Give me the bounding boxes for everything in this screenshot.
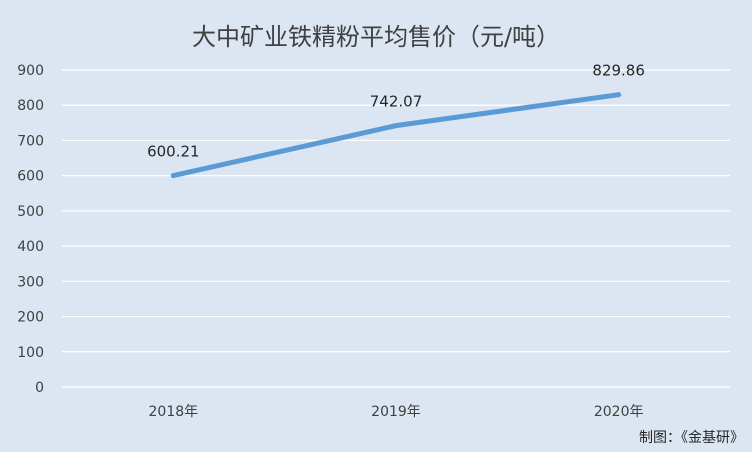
x-axis-categories: 2018年 2019年 2020年 [149,404,644,420]
data-label: 829.86 [592,62,645,80]
series-layer [170,92,622,179]
x-category-label: 2018年 [149,404,199,420]
x-category-label: 2019年 [371,404,421,420]
data-label: 600.21 [147,143,200,161]
data-point [393,123,399,129]
y-tick-label: 600 [17,169,44,185]
chart-title: 大中矿业铁精粉平均售价（元/吨） [192,23,560,51]
y-tick-label: 300 [17,274,44,290]
y-tick-label: 0 [35,380,44,396]
x-category-label: 2020年 [594,404,644,420]
data-point [170,173,176,179]
y-tick-label: 900 [17,63,44,79]
credit-text: 制图：《金基研》 [639,429,744,446]
data-labels: 600.21 742.07 829.86 [147,62,645,161]
y-tick-label: 200 [17,310,44,326]
y-axis-ticks: 0 100 200 300 400 500 600 700 800 900 [17,63,44,396]
y-tick-label: 400 [17,239,44,255]
y-tick-label: 100 [17,345,44,361]
y-tick-label: 500 [17,204,44,220]
gridlines [62,69,730,388]
data-label: 742.07 [370,93,423,111]
data-point [616,92,622,98]
y-tick-label: 800 [17,98,44,114]
y-tick-label: 700 [17,133,44,149]
